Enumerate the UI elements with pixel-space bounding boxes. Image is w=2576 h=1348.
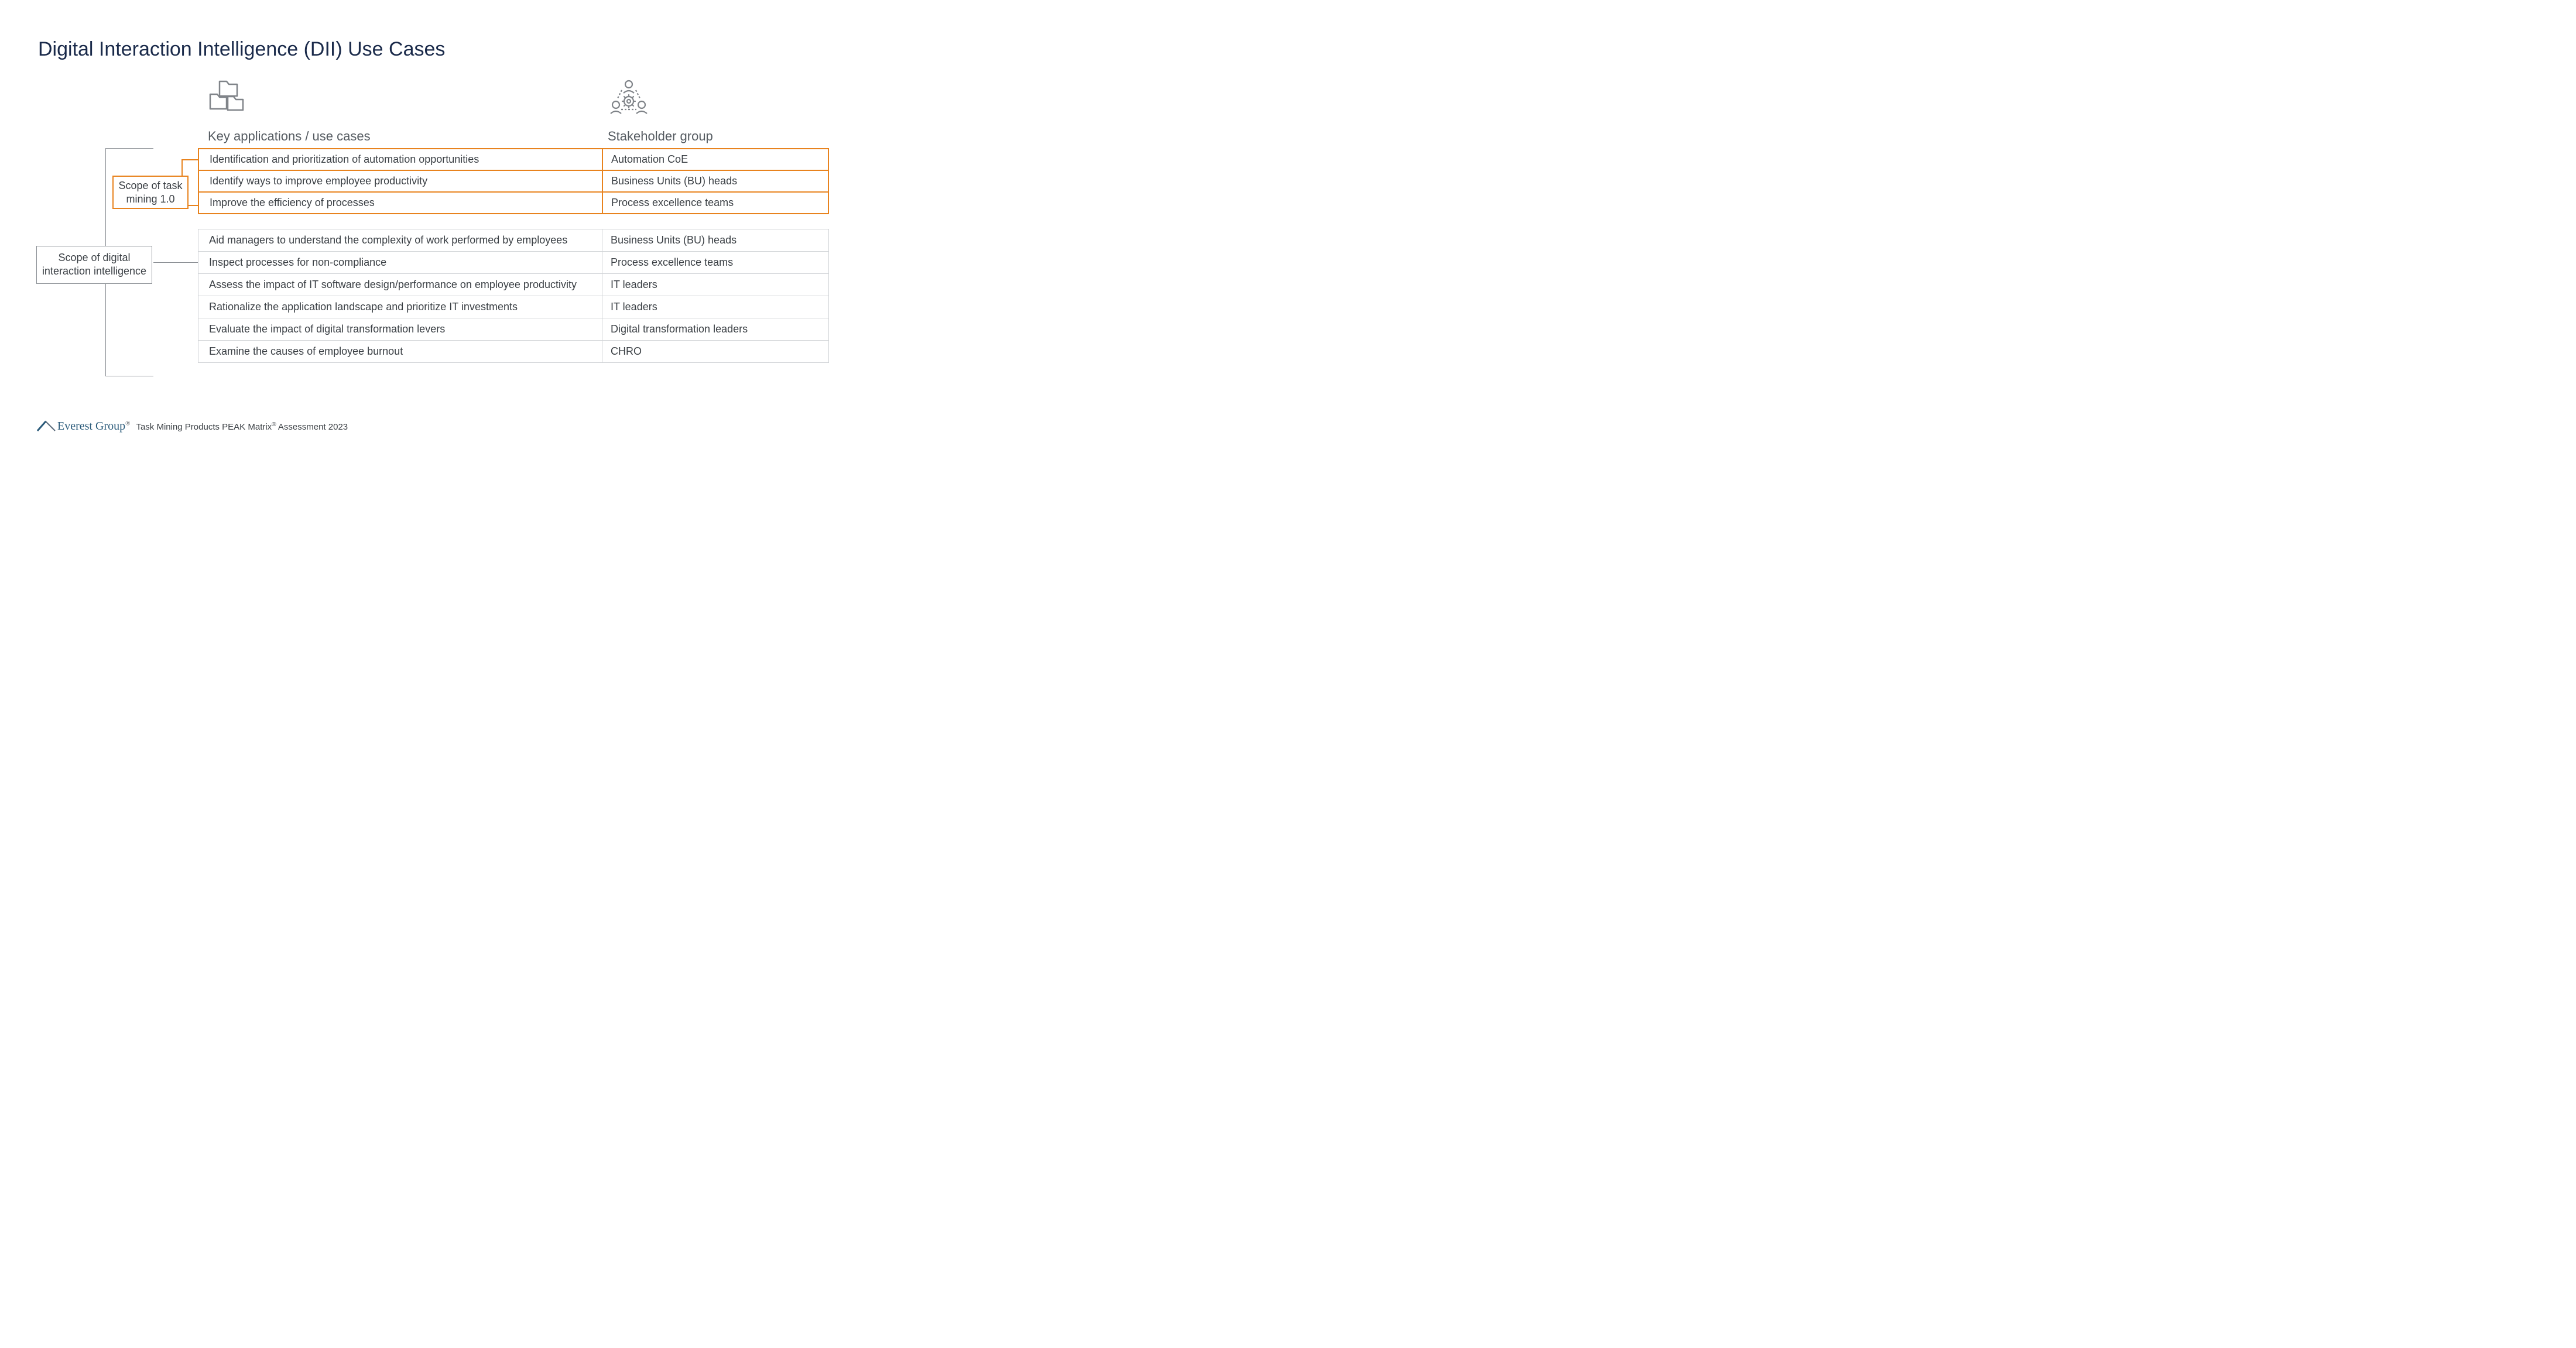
- cell-stakeholder: Process excellence teams: [603, 193, 828, 213]
- cell-stakeholder: Process excellence teams: [602, 252, 828, 273]
- table-gap: [198, 214, 829, 229]
- cell-stakeholder: Business Units (BU) heads: [602, 229, 828, 251]
- cell-stakeholder: Digital transformation leaders: [602, 318, 828, 340]
- table-row: Identify ways to improve employee produc…: [198, 170, 829, 193]
- label-scope-dii-l1: Scope of digital: [58, 252, 130, 263]
- cell-stakeholder: Automation CoE: [603, 149, 828, 170]
- cell-application: Inspect processes for non-compliance: [198, 252, 602, 273]
- cell-application: Improve the efficiency of processes: [199, 193, 603, 213]
- logo-chevron-icon: [36, 419, 56, 433]
- cell-stakeholder: CHRO: [602, 341, 828, 362]
- label-scope-dii-l2: interaction intelligence: [42, 265, 146, 277]
- cell-stakeholder: IT leaders: [602, 274, 828, 296]
- table-row: Aid managers to understand the complexit…: [198, 229, 829, 252]
- footer-subtitle: Task Mining Products PEAK Matrix® Assess…: [136, 421, 348, 433]
- cell-application: Evaluate the impact of digital transform…: [198, 318, 602, 340]
- table-row: Examine the causes of employee burnout C…: [198, 340, 829, 363]
- logo-brand: Everest Group: [57, 420, 125, 433]
- label-scope-tm-l2: mining 1.0: [126, 193, 174, 205]
- column-header-stakeholder: Stakeholder group: [608, 129, 713, 144]
- registered-mark: ®: [272, 421, 276, 428]
- table-row: Assess the impact of IT software design/…: [198, 273, 829, 296]
- page-title: Digital Interaction Intelligence (DII) U…: [38, 38, 445, 61]
- label-scope-dii: Scope of digital interaction intelligenc…: [36, 246, 152, 284]
- table-row: Rationalize the application landscape an…: [198, 296, 829, 318]
- footer-tail-pre: Task Mining Products PEAK Matrix: [136, 422, 272, 432]
- table-row: Identification and prioritization of aut…: [198, 148, 829, 171]
- cell-application: Aid managers to understand the complexit…: [198, 229, 602, 251]
- table-row: Evaluate the impact of digital transform…: [198, 318, 829, 341]
- use-case-table: Identification and prioritization of aut…: [198, 148, 829, 363]
- cell-application: Assess the impact of IT software design/…: [198, 274, 602, 296]
- table-row: Improve the efficiency of processes Proc…: [198, 191, 829, 214]
- cell-stakeholder: Business Units (BU) heads: [603, 171, 828, 191]
- folders-icon: [208, 79, 245, 117]
- table-row: Inspect processes for non-compliance Pro…: [198, 251, 829, 274]
- label-scope-task-mining: Scope of task mining 1.0: [112, 176, 189, 209]
- everest-group-logo: Everest Group®: [36, 419, 130, 433]
- cell-stakeholder: IT leaders: [602, 296, 828, 318]
- registered-mark: ®: [125, 420, 130, 427]
- footer: Everest Group® Task Mining Products PEAK…: [36, 419, 348, 433]
- cell-application: Identification and prioritization of aut…: [199, 149, 603, 170]
- stakeholders-icon: [608, 79, 650, 119]
- cell-application: Rationalize the application landscape an…: [198, 296, 602, 318]
- column-header-applications: Key applications / use cases: [208, 129, 371, 144]
- logo-text: Everest Group®: [57, 420, 130, 433]
- label-scope-tm-l1: Scope of task: [118, 180, 182, 191]
- cell-application: Examine the causes of employee burnout: [198, 341, 602, 362]
- footer-tail-post: Assessment 2023: [276, 422, 348, 432]
- cell-application: Identify ways to improve employee produc…: [199, 171, 603, 191]
